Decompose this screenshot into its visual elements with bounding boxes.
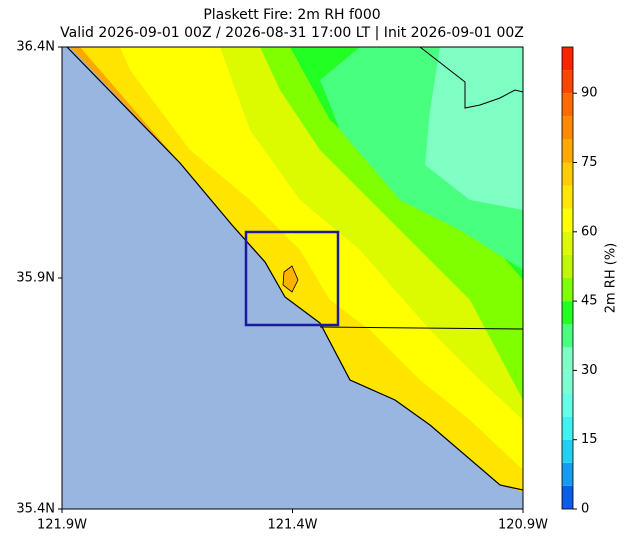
colorbar-segment — [562, 439, 573, 463]
colorbar-segment — [562, 485, 573, 509]
colorbar-segment — [562, 185, 573, 209]
colorbar-segment — [562, 393, 573, 417]
colorbar-tick-label: 75 — [581, 155, 598, 170]
colorbar-segment — [562, 139, 573, 163]
colorbar-tick-label: 60 — [581, 224, 598, 239]
lon-tick-label: 121.4W — [267, 518, 317, 533]
colorbar-segment — [562, 462, 573, 486]
colorbar-segment — [562, 347, 573, 371]
colorbar-segment — [562, 370, 573, 394]
map-fill — [62, 47, 523, 509]
colorbar-segment — [562, 231, 573, 255]
colorbar-frame — [561, 46, 574, 510]
colorbar-tick-label: 0 — [581, 502, 589, 517]
colorbar-segment — [562, 70, 573, 94]
colorbar-segment — [562, 93, 573, 117]
colorbar-tick-label: 90 — [581, 86, 598, 101]
colorbar-tick-label: 45 — [581, 294, 598, 309]
colorbar-label: 2m RH (%) — [604, 243, 619, 314]
colorbar-tick-label: 15 — [581, 432, 598, 447]
lat-tick-label: 36.4N — [16, 40, 55, 55]
colorbar-segment — [562, 278, 573, 302]
subtitle: Valid 2026-09-01 00Z / 2026-08-31 17:00 … — [60, 25, 524, 41]
title: Plaskett Fire: 2m RH f000 — [203, 7, 380, 23]
colorbar-segment — [562, 47, 573, 71]
colorbar-segment — [562, 162, 573, 186]
colorbar-segment — [562, 416, 573, 440]
colorbar-segment — [562, 208, 573, 232]
lat-tick-label: 35.9N — [16, 271, 55, 286]
colorbar-segment — [562, 254, 573, 278]
colorbar-segment — [562, 301, 573, 325]
lon-tick-label: 120.9W — [498, 518, 548, 533]
colorbar-tick-label: 30 — [581, 363, 598, 378]
colorbar-segment — [562, 116, 573, 140]
colorbar-segment — [562, 324, 573, 348]
lon-tick-label: 121.9W — [37, 518, 87, 533]
lat-tick-label: 35.4N — [16, 502, 55, 517]
